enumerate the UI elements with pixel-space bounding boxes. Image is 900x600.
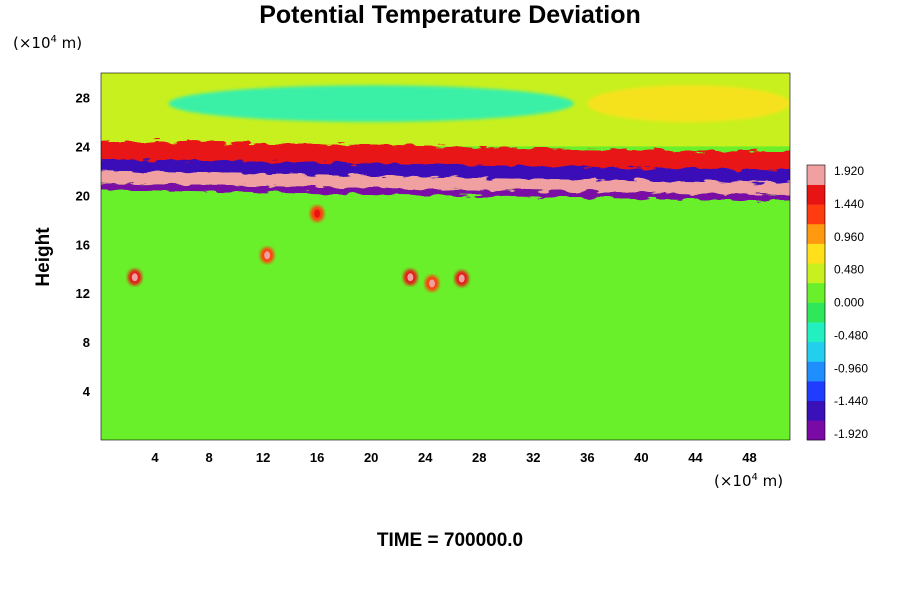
colorbar-tick-label: 0.000 — [834, 296, 864, 310]
colorbar-tick-label: 0.480 — [834, 263, 864, 277]
x-tick-label: 36 — [580, 450, 594, 465]
x-tick-label: 4 — [151, 450, 159, 465]
x-tick-label: 28 — [472, 450, 486, 465]
warm-anomaly-core — [458, 274, 465, 283]
colorbar-segment — [807, 243, 825, 264]
y-tick-label: 16 — [76, 237, 90, 252]
colorbar-tick-label: -0.960 — [834, 361, 868, 375]
warm-anomaly-core — [131, 273, 138, 282]
colorbar-tick-label: -1.920 — [834, 427, 868, 441]
time-label: TIME = 700000.0 — [376, 530, 524, 551]
x-tick-label: 24 — [418, 450, 433, 465]
y-tick-label: 4 — [83, 384, 91, 399]
upper-warm-patch — [587, 85, 790, 122]
colorbar-tick-label: 0.960 — [834, 230, 864, 244]
plot-frame — [100, 72, 791, 441]
chart-title: Potential Temperature Deviation — [259, 1, 641, 29]
x-tick-label: 12 — [256, 450, 270, 465]
y-axis-ticks: 4 8 12 16 20 24 28 — [76, 90, 91, 399]
colorbar-segment — [807, 361, 825, 382]
colorbar-segment — [807, 420, 825, 441]
y-tick-label: 8 — [83, 335, 90, 350]
x-tick-label: 16 — [310, 450, 324, 465]
colorbar-tick-label: 1.920 — [834, 164, 864, 178]
y-tick-label: 12 — [76, 286, 90, 301]
y-unit-label: (×104 m) — [13, 34, 83, 52]
colorbar-segment — [807, 302, 825, 323]
y-tick-label: 28 — [76, 90, 90, 105]
colorbar-segment — [807, 184, 825, 205]
x-tick-label: 32 — [526, 450, 540, 465]
colorbar-segment — [807, 223, 825, 244]
warm-anomaly-core — [407, 273, 414, 282]
y-tick-label: 24 — [76, 139, 91, 154]
x-unit-label: (×104 m) — [714, 472, 784, 490]
warm-band-core — [101, 171, 790, 196]
x-tick-label: 40 — [634, 450, 648, 465]
y-tick-label: 20 — [76, 188, 90, 203]
upper-cool-band — [168, 85, 574, 122]
colorbar-segment — [807, 165, 825, 185]
colorbar-segment — [807, 204, 825, 225]
colorbar-segment — [807, 381, 825, 402]
x-axis-ticks: 4 8 12 16 20 24 28 32 36 40 44 48 — [151, 450, 756, 465]
colorbar-frame — [806, 164, 826, 441]
colorbar-segment — [807, 263, 825, 284]
warm-anomaly-core — [314, 209, 321, 218]
colorbar-segment — [807, 282, 825, 303]
x-tick-label: 48 — [742, 450, 756, 465]
colorbar-tick-label: -0.480 — [834, 328, 868, 342]
cold-band-low — [101, 183, 790, 202]
warm-anomaly-core — [264, 251, 271, 260]
colorbar-tick-label: -1.440 — [834, 394, 868, 408]
x-tick-label: 44 — [688, 450, 703, 465]
colorbar-tick-label: 1.440 — [834, 197, 864, 211]
temperature-field — [101, 73, 790, 440]
x-tick-label: 8 — [205, 450, 212, 465]
warm-anomaly-core — [428, 279, 435, 288]
colorbar: 1.920 1.440 0.960 0.480 0.000 -0.480 -0.960 -1.… — [806, 164, 868, 441]
x-tick-label: 20 — [364, 450, 378, 465]
colorbar-segment — [807, 322, 825, 343]
colorbar-segment — [807, 341, 825, 362]
colorbar-segment — [807, 400, 825, 421]
